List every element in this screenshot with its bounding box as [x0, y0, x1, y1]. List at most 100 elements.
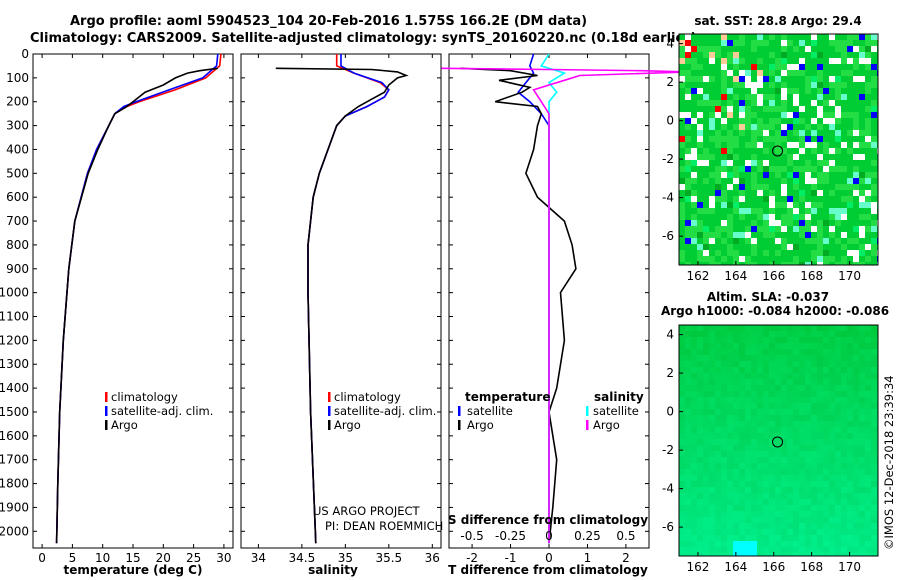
map-cell — [745, 250, 751, 256]
map-cell — [799, 331, 805, 337]
map-cell — [847, 355, 853, 361]
map-cell — [709, 184, 715, 190]
map-cell — [733, 499, 739, 505]
map-cell — [763, 499, 769, 505]
map-cell — [859, 361, 865, 367]
map-cell — [745, 214, 751, 220]
map-cell — [841, 499, 847, 505]
map-cell — [865, 244, 871, 250]
map-cell — [829, 469, 835, 475]
map-cell — [853, 385, 859, 391]
map-cell — [775, 88, 781, 94]
map-cell — [775, 136, 781, 142]
map-cell — [703, 517, 709, 523]
map-cell — [721, 547, 727, 553]
map-cell — [679, 244, 685, 250]
map-cell — [841, 535, 847, 541]
map-cell — [805, 487, 811, 493]
map-cell — [715, 112, 721, 118]
map-cell — [853, 517, 859, 523]
map-cell — [721, 160, 727, 166]
map-cell — [745, 325, 751, 331]
map-cell — [703, 202, 709, 208]
map-cell — [847, 76, 853, 82]
map-cell — [697, 451, 703, 457]
map-cell — [739, 331, 745, 337]
map-cell — [847, 112, 853, 118]
map-cell — [847, 397, 853, 403]
map-cell — [841, 172, 847, 178]
map-y-tick-label: -6 — [662, 229, 674, 243]
map-cell — [769, 493, 775, 499]
map-cell — [799, 367, 805, 373]
map-cell — [805, 541, 811, 547]
map-cell — [823, 166, 829, 172]
map-cell — [691, 451, 697, 457]
map-cell — [823, 208, 829, 214]
map-cell — [703, 493, 709, 499]
map-cell — [775, 403, 781, 409]
map-cell — [805, 481, 811, 487]
map-cell — [823, 94, 829, 100]
map-cell — [697, 523, 703, 529]
map-cell — [757, 82, 763, 88]
map-cell — [727, 511, 733, 517]
map-cell — [691, 178, 697, 184]
map-cell — [847, 214, 853, 220]
map-cell — [853, 34, 859, 40]
map-cell — [853, 505, 859, 511]
map-cell — [841, 82, 847, 88]
map-cell — [715, 76, 721, 82]
map-cell — [871, 427, 877, 433]
map-cell — [829, 226, 835, 232]
map-cell — [811, 421, 817, 427]
map-cell — [691, 343, 697, 349]
map-cell — [757, 547, 763, 553]
map-cell — [841, 547, 847, 553]
map-cell — [679, 112, 685, 118]
map-cell — [805, 475, 811, 481]
map-cell — [757, 130, 763, 136]
map-cell — [811, 427, 817, 433]
map-cell — [721, 94, 727, 100]
map-cell — [727, 541, 733, 547]
map-cell — [763, 445, 769, 451]
map-cell — [847, 232, 853, 238]
map-cell — [865, 202, 871, 208]
map-cell — [853, 475, 859, 481]
map-cell — [745, 445, 751, 451]
map-cell — [715, 178, 721, 184]
map-cell — [835, 82, 841, 88]
map-cell — [865, 232, 871, 238]
map-cell — [685, 184, 691, 190]
map-cell — [685, 553, 691, 556]
map-cell — [775, 190, 781, 196]
map-cell — [787, 136, 793, 142]
map-cell — [715, 166, 721, 172]
map-cell — [823, 343, 829, 349]
map-cell — [817, 529, 823, 535]
map-cell — [703, 463, 709, 469]
map-cell — [847, 46, 853, 52]
map-cell — [727, 250, 733, 256]
map-cell — [805, 82, 811, 88]
map-cell — [823, 34, 829, 40]
map-cell — [745, 457, 751, 463]
map-cell — [805, 250, 811, 256]
map-cell — [781, 487, 787, 493]
map-cell — [757, 226, 763, 232]
map-cell — [739, 409, 745, 415]
difference-panel: -2 -1 0 1 2 T difference from climatology S … — [441, 53, 688, 577]
map-cell — [847, 154, 853, 160]
map-cell — [811, 541, 817, 547]
map-cell — [847, 226, 853, 232]
map-cell — [781, 214, 787, 220]
map-cell — [691, 160, 697, 166]
map-cell — [703, 130, 709, 136]
map-cell — [865, 343, 871, 349]
map-cell — [871, 403, 877, 409]
map-cell — [685, 397, 691, 403]
map-cell — [709, 409, 715, 415]
map-cell — [793, 553, 799, 556]
map-cell — [691, 553, 697, 556]
